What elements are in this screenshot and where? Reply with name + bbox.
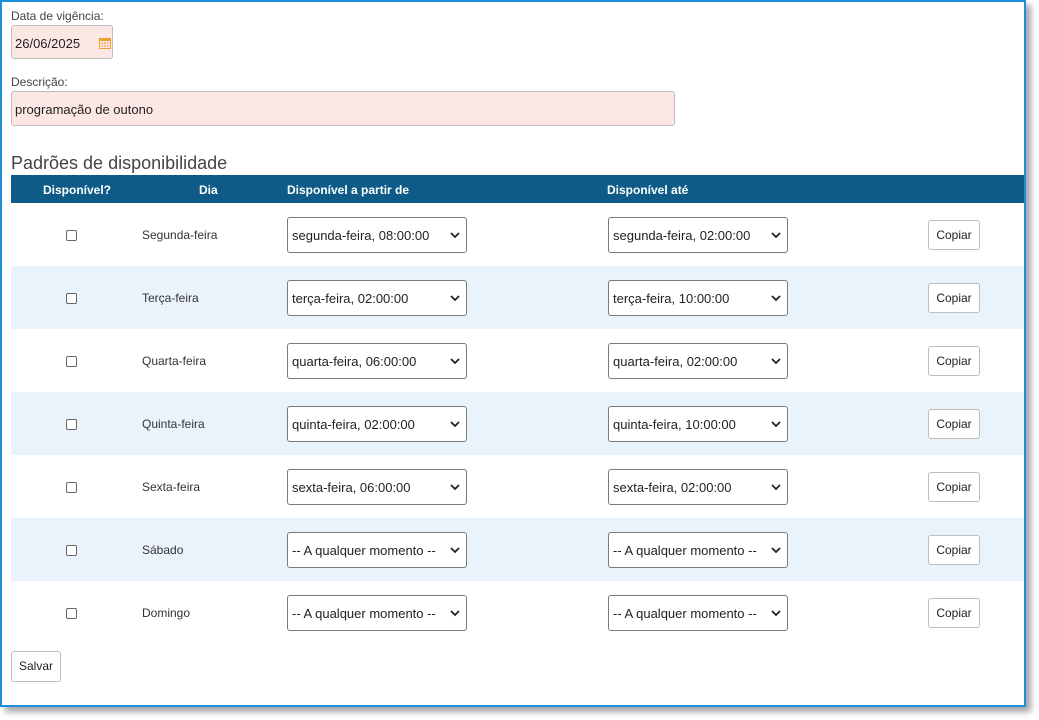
chevron-down-icon bbox=[771, 547, 781, 554]
description-input[interactable]: programação de outono bbox=[11, 91, 675, 126]
chevron-down-icon bbox=[450, 547, 460, 554]
table-row: Sábado -- A qualquer momento -- -- A qua… bbox=[11, 518, 1024, 581]
available-until-value: segunda-feira, 02:00:00 bbox=[613, 228, 751, 243]
available-until-select[interactable]: -- A qualquer momento -- bbox=[608, 532, 788, 568]
available-from-select[interactable]: -- A qualquer momento -- bbox=[287, 595, 467, 631]
available-from-value: quinta-feira, 02:00:00 bbox=[292, 417, 415, 432]
available-checkbox[interactable] bbox=[66, 356, 77, 367]
calendar-icon[interactable] bbox=[99, 37, 111, 49]
available-from-select[interactable]: segunda-feira, 08:00:00 bbox=[287, 217, 467, 253]
available-until-value: sexta-feira, 02:00:00 bbox=[613, 480, 732, 495]
available-until-select[interactable]: terça-feira, 10:00:00 bbox=[608, 280, 788, 316]
available-checkbox[interactable] bbox=[66, 482, 77, 493]
available-from-value: quarta-feira, 06:00:00 bbox=[292, 354, 417, 369]
chevron-down-icon bbox=[771, 232, 781, 239]
chevron-down-icon bbox=[450, 232, 460, 239]
copy-button[interactable]: Copiar bbox=[928, 535, 980, 565]
table-row: Quarta-feira quarta-feira, 06:00:00 quar… bbox=[11, 329, 1024, 392]
table-row: Segunda-feira segunda-feira, 08:00:00 se… bbox=[11, 203, 1024, 266]
available-from-value: -- A qualquer momento -- bbox=[292, 606, 436, 621]
table-header: Disponível? Dia Disponível a partir de D… bbox=[11, 175, 1024, 203]
available-checkbox[interactable] bbox=[66, 293, 77, 304]
effective-date-label: Data de vigência: bbox=[11, 9, 104, 23]
header-available-from: Disponível a partir de bbox=[287, 183, 410, 197]
effective-date-value: 26/06/2025 bbox=[15, 36, 81, 51]
table-row: Sexta-feira sexta-feira, 06:00:00 sexta-… bbox=[11, 455, 1024, 518]
header-available: Disponível? bbox=[43, 183, 112, 197]
available-until-select[interactable]: segunda-feira, 02:00:00 bbox=[608, 217, 788, 253]
header-day: Dia bbox=[199, 183, 218, 197]
available-from-select[interactable]: quarta-feira, 06:00:00 bbox=[287, 343, 467, 379]
chevron-down-icon bbox=[450, 484, 460, 491]
window-frame: Data de vigência: 26/06/2025 Descrição: … bbox=[0, 0, 1026, 707]
available-from-select[interactable]: sexta-feira, 06:00:00 bbox=[287, 469, 467, 505]
available-until-value: terça-feira, 10:00:00 bbox=[613, 291, 730, 306]
available-from-value: segunda-feira, 08:00:00 bbox=[292, 228, 430, 243]
day-label: Domingo bbox=[142, 606, 191, 620]
copy-button[interactable]: Copiar bbox=[928, 220, 980, 250]
available-until-value: -- A qualquer momento -- bbox=[613, 543, 757, 558]
chevron-down-icon bbox=[450, 421, 460, 428]
chevron-down-icon bbox=[771, 358, 781, 365]
available-until-select[interactable]: sexta-feira, 02:00:00 bbox=[608, 469, 788, 505]
table-row: Quinta-feira quinta-feira, 02:00:00 quin… bbox=[11, 392, 1024, 455]
available-until-select[interactable]: -- A qualquer momento -- bbox=[608, 595, 788, 631]
chevron-down-icon bbox=[771, 421, 781, 428]
day-label: Sexta-feira bbox=[142, 480, 201, 494]
day-label: Quinta-feira bbox=[142, 417, 205, 431]
copy-button[interactable]: Copiar bbox=[928, 409, 980, 439]
table-row: Domingo -- A qualquer momento -- -- A qu… bbox=[11, 581, 1024, 644]
description-label: Descrição: bbox=[11, 75, 68, 89]
header-available-until: Disponível até bbox=[607, 183, 689, 197]
table-row: Terça-feira terça-feira, 02:00:00 terça-… bbox=[11, 266, 1024, 329]
effective-date-input[interactable]: 26/06/2025 bbox=[11, 25, 113, 59]
day-label: Terça-feira bbox=[142, 291, 199, 305]
available-from-value: -- A qualquer momento -- bbox=[292, 543, 436, 558]
chevron-down-icon bbox=[771, 610, 781, 617]
available-from-value: terça-feira, 02:00:00 bbox=[292, 291, 409, 306]
available-until-select[interactable]: quarta-feira, 02:00:00 bbox=[608, 343, 788, 379]
available-from-select[interactable]: -- A qualquer momento -- bbox=[287, 532, 467, 568]
copy-button[interactable]: Copiar bbox=[928, 346, 980, 376]
save-button[interactable]: Salvar bbox=[11, 651, 61, 682]
chevron-down-icon bbox=[450, 358, 460, 365]
available-until-select[interactable]: quinta-feira, 10:00:00 bbox=[608, 406, 788, 442]
available-from-value: sexta-feira, 06:00:00 bbox=[292, 480, 411, 495]
copy-button[interactable]: Copiar bbox=[928, 598, 980, 628]
copy-button[interactable]: Copiar bbox=[928, 283, 980, 313]
available-from-select[interactable]: terça-feira, 02:00:00 bbox=[287, 280, 467, 316]
available-checkbox[interactable] bbox=[66, 419, 77, 430]
day-label: Quarta-feira bbox=[142, 354, 207, 368]
available-checkbox[interactable] bbox=[66, 608, 77, 619]
chevron-down-icon bbox=[450, 295, 460, 302]
available-checkbox[interactable] bbox=[66, 545, 77, 556]
description-value: programação de outono bbox=[15, 102, 154, 117]
section-title: Padrões de disponibilidade bbox=[11, 153, 228, 173]
available-until-value: quarta-feira, 02:00:00 bbox=[613, 354, 738, 369]
available-until-value: -- A qualquer momento -- bbox=[613, 606, 757, 621]
available-until-value: quinta-feira, 10:00:00 bbox=[613, 417, 736, 432]
copy-button[interactable]: Copiar bbox=[928, 472, 980, 502]
available-checkbox[interactable] bbox=[66, 230, 77, 241]
chevron-down-icon bbox=[450, 610, 460, 617]
day-label: Segunda-feira bbox=[142, 228, 218, 242]
chevron-down-icon bbox=[771, 295, 781, 302]
available-from-select[interactable]: quinta-feira, 02:00:00 bbox=[287, 406, 467, 442]
day-label: Sábado bbox=[142, 543, 184, 557]
chevron-down-icon bbox=[771, 484, 781, 491]
